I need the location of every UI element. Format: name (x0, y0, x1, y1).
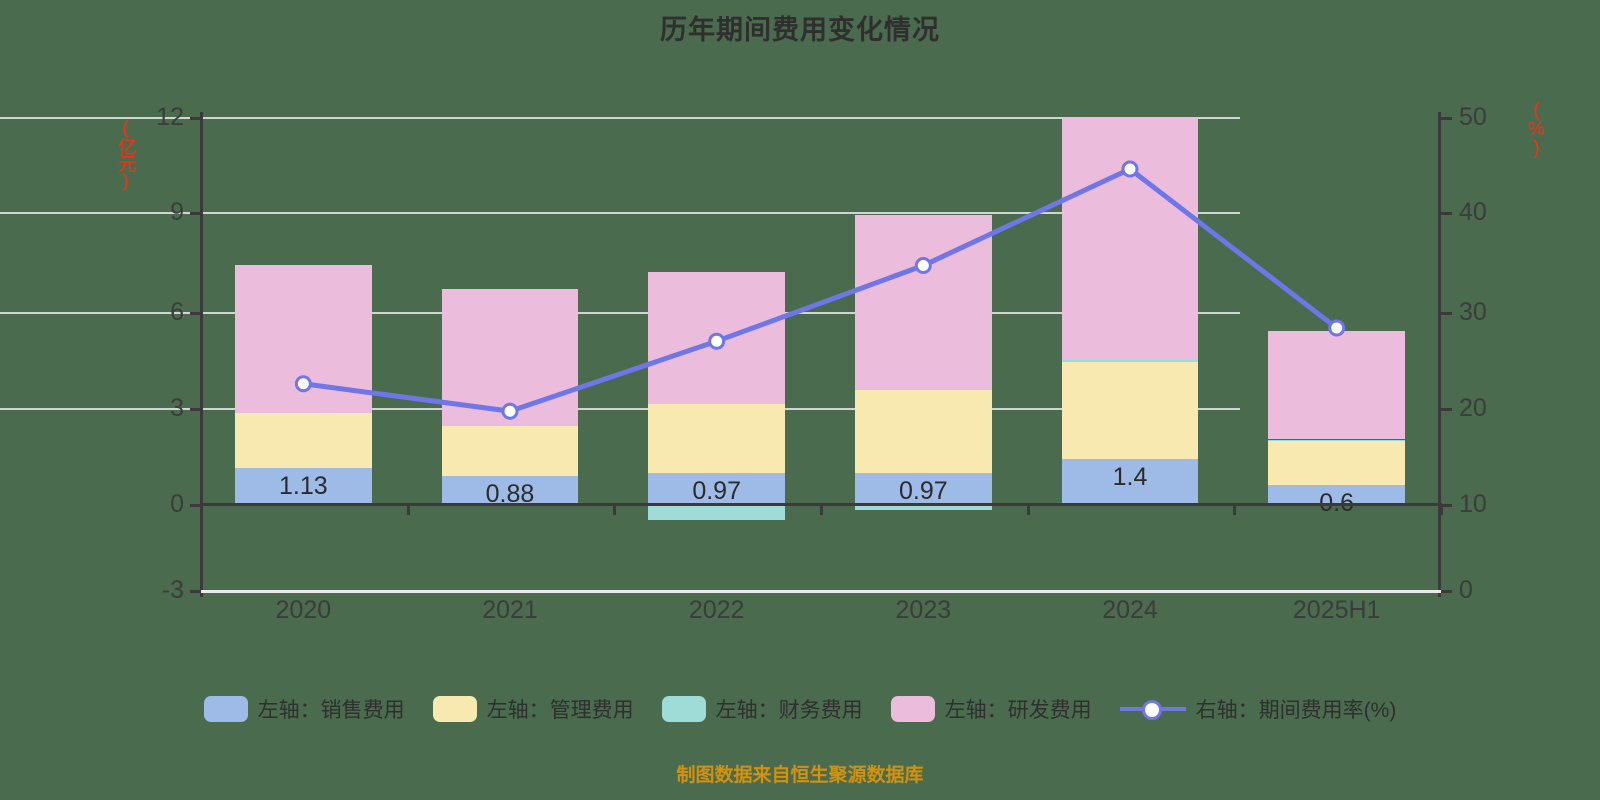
bar-segment-sales[interactable] (648, 472, 785, 504)
y-tick-right-3 (1441, 408, 1452, 411)
legend-swatch-icon (661, 696, 706, 722)
y-tick-right-1 (1441, 212, 1452, 215)
x-axis-label-2020: 2020 (275, 596, 332, 624)
bar-group[interactable]: 1.4 (1061, 117, 1199, 590)
y-label-left-6: 6 (170, 298, 184, 326)
y-axis-right-line (1438, 112, 1441, 597)
bar-segment-finance[interactable] (1061, 359, 1199, 363)
y-label-right-30: 30 (1459, 298, 1487, 326)
x-axis-label-2024: 2024 (1102, 596, 1158, 624)
x-axis-label-2023: 2023 (895, 596, 952, 624)
bar-segment-sales[interactable] (855, 472, 992, 504)
y-label-left-0: 0 (170, 490, 184, 518)
legend-item[interactable]: 右轴：期间费用率(%) (1119, 694, 1397, 724)
y-label-left-m3: -3 (161, 576, 184, 604)
page-title: 历年期间费用变化情况 (660, 15, 940, 45)
gridline-3 (0, 408, 1240, 410)
legend: 左轴：销售费用 左轴：管理费用 左轴：财务费用 左轴：研发费用 右轴：期间费用率(%) (0, 694, 1600, 724)
legend-item[interactable]: 左轴：财务费用 (661, 694, 863, 724)
y-tick-right-0 (1441, 117, 1452, 120)
bar-segment-finance[interactable] (1268, 439, 1405, 441)
bar-segment-admin[interactable] (855, 390, 992, 473)
legend-swatch-icon (203, 696, 248, 722)
bar-segment-rd[interactable] (1061, 117, 1199, 360)
legend-item[interactable]: 左轴：销售费用 (203, 694, 405, 724)
bar-segment-sales[interactable] (235, 467, 372, 504)
x-tick (1026, 504, 1030, 515)
x-axis-label-2025H1: 2025H1 (1292, 596, 1381, 624)
bar-group[interactable]: 0.97 (648, 117, 785, 590)
bar-segment-finance[interactable] (648, 504, 785, 521)
bar-segment-rd[interactable] (441, 288, 579, 426)
bar-segment-admin[interactable] (648, 404, 785, 473)
legend-label: 左轴：管理费用 (486, 699, 634, 722)
x-tick (1233, 504, 1237, 515)
y-label-left-3: 3 (170, 394, 184, 422)
bar-segment-admin[interactable] (1061, 362, 1199, 459)
legend-line-marker-icon (1119, 696, 1186, 722)
bar-segment-rd[interactable] (855, 215, 992, 391)
legend-label: 左轴：财务费用 (715, 699, 863, 722)
gridline-12 (0, 117, 1240, 119)
y-label-left-12: 12 (156, 103, 184, 131)
y-axis-left-line (200, 112, 203, 597)
y-tick-left-3 (190, 408, 201, 411)
y-tick-left-1 (190, 212, 201, 215)
zero-line (200, 503, 1442, 506)
bar-segment-sales[interactable] (1061, 458, 1199, 504)
bar-segment-rd[interactable] (648, 271, 785, 405)
y-label-left-9: 9 (170, 198, 184, 226)
legend-item[interactable]: 左轴：研发费用 (890, 694, 1092, 724)
gridline-9 (0, 212, 1240, 214)
y-axis-right-unit: (%) (1526, 100, 1547, 157)
y-tick-left-0 (190, 117, 201, 120)
bar-segment-sales[interactable] (441, 475, 579, 504)
legend-item[interactable]: 左轴：管理费用 (432, 694, 634, 724)
gridline-6 (0, 312, 1240, 314)
x-axis-line (200, 590, 1442, 593)
y-label-right-10: 10 (1459, 490, 1487, 518)
x-tick (1440, 504, 1443, 515)
legend-label: 左轴：研发费用 (944, 699, 1092, 722)
y-tick-left-4 (190, 504, 201, 507)
legend-label: 右轴：期间费用率(%) (1195, 699, 1397, 722)
x-axis-label-2021: 2021 (482, 596, 538, 624)
x-tick (406, 504, 410, 515)
bar-segment-admin[interactable] (1268, 440, 1405, 485)
y-tick-right-2 (1441, 312, 1452, 315)
bar-group[interactable]: 1.13 (235, 117, 372, 590)
bar-segment-rd[interactable] (1268, 330, 1405, 440)
bar-segment-admin[interactable] (441, 425, 579, 476)
legend-swatch-icon (432, 696, 477, 722)
x-tick (613, 504, 617, 515)
bar-segment-rd[interactable] (235, 265, 372, 413)
bar-segment-sales[interactable] (1268, 484, 1405, 504)
bar-segment-admin[interactable] (235, 412, 372, 468)
y-tick-left-5 (190, 590, 201, 593)
y-tick-right-4 (1441, 504, 1452, 507)
y-label-right-40: 40 (1459, 198, 1487, 226)
bar-group[interactable]: 0.6 (1268, 117, 1405, 590)
y-axis-left-unit: (亿元) (115, 118, 136, 190)
y-label-right-20: 20 (1459, 394, 1487, 422)
bar-group[interactable]: 0.88 (441, 117, 579, 590)
y-tick-left-2 (190, 312, 201, 315)
y-label-right-50: 50 (1459, 103, 1487, 131)
y-label-right-0: 0 (1459, 576, 1473, 604)
legend-swatch-icon (890, 696, 935, 722)
footer-note: 制图数据来自恒生聚源数据库 (676, 765, 924, 786)
y-tick-right-5 (1441, 590, 1452, 593)
bar-segment-finance[interactable] (855, 504, 992, 511)
x-axis-label-2022: 2022 (688, 596, 745, 624)
bar-group[interactable]: 0.97 (855, 117, 992, 590)
legend-label: 左轴：销售费用 (257, 699, 405, 722)
x-tick (820, 504, 823, 515)
